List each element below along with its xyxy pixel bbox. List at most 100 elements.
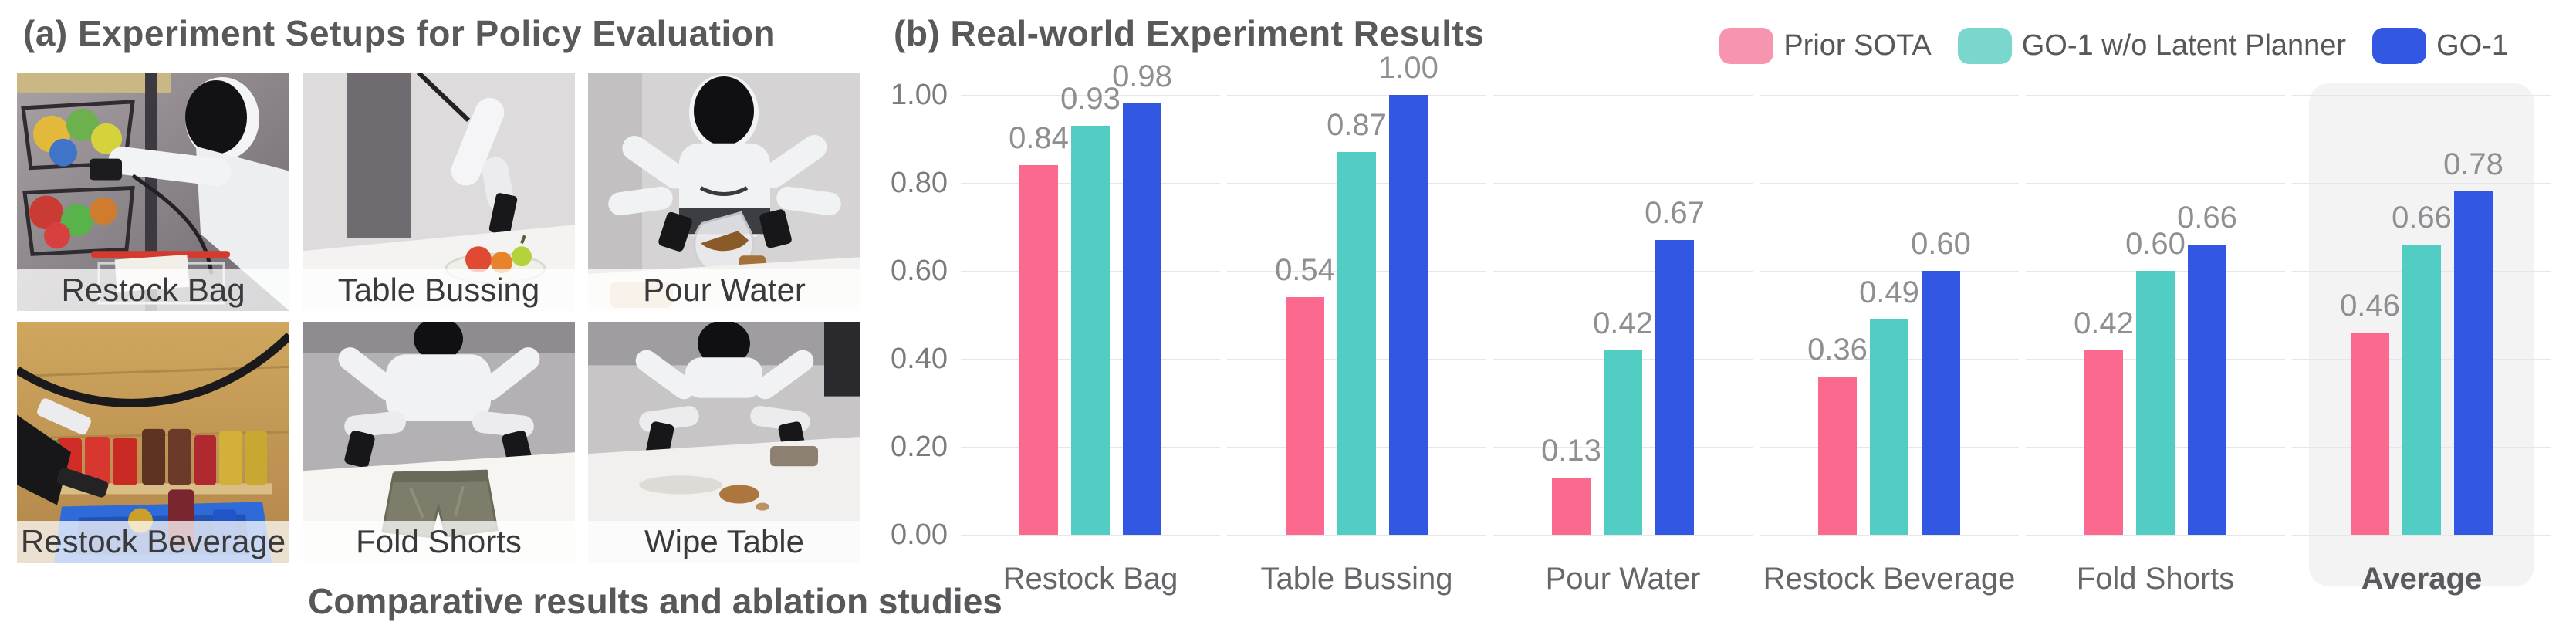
gridline — [2026, 183, 2285, 184]
bar-value-label: 0.67 — [1645, 196, 1705, 231]
bar-prior-sota-pour-water — [1552, 477, 1591, 535]
legend-item-go1-wo-latent-planner: GO-1 w/o Latent Planner — [1957, 28, 2347, 64]
chart-panel-restock-beverage: 0.36 0.49 0.60 Restock Beverage — [1760, 95, 2019, 596]
gridline — [1760, 95, 2019, 96]
bar-go-1-restock-bag — [1123, 103, 1161, 535]
gridline — [961, 535, 1220, 536]
bar-chart: 0.84 0.93 0.98 Restock Bag 0.54 0.87 1.00 Table… — [961, 51, 2551, 596]
legend-label: GO-1 — [2436, 29, 2508, 62]
bar-value-label: 0.46 — [2340, 288, 2400, 323]
y-tick-label: 0.60 — [891, 255, 948, 287]
chart-panel-table-bussing: 0.54 0.87 1.00 Table Bussing — [1227, 51, 1486, 596]
bar-go-1-w-o-latent-planner-fold-shorts — [2136, 271, 2175, 535]
bar-prior-sota-restock-beverage — [1818, 376, 1857, 535]
bar-go-1-restock-beverage — [1922, 271, 1960, 535]
bar-go-1-table-bussing — [1389, 95, 1428, 535]
bar-go-1-fold-shorts — [2188, 244, 2226, 535]
bar-value-label: 0.42 — [2074, 306, 2134, 340]
photo-wipe-table: Wipe Table — [588, 322, 860, 563]
bar-value-label: 0.42 — [1593, 306, 1653, 340]
gridline — [1760, 271, 2019, 272]
photo-table-bussing: Table Bussing — [303, 73, 575, 311]
y-axis: 1.00 0.80 0.60 0.40 0.20 0.00 — [833, 79, 948, 550]
robot-arm — [451, 97, 518, 235]
gridline — [2292, 535, 2551, 536]
bar-value-label: 0.87 — [1327, 108, 1387, 143]
photo-restock-beverage: Restock Beverage — [17, 322, 289, 563]
bar-value-label: 0.54 — [1275, 253, 1335, 288]
gridline — [2026, 535, 2285, 536]
gridline — [1227, 95, 1486, 96]
restock-bag-scene — [17, 73, 289, 311]
bar-value-label: 0.60 — [1911, 227, 1971, 261]
bar-go-1-w-o-latent-planner-average — [2402, 244, 2441, 535]
panel-a-title: (a) Experiment Setups for Policy Evaluat… — [23, 13, 776, 53]
bar-go-1-w-o-latent-planner-restock-bag — [1071, 125, 1110, 535]
photo-restock-bag: Restock Bag — [17, 73, 289, 311]
gridline — [1760, 535, 2019, 536]
chart-panel-average: 0.46 0.66 0.78 Average — [2292, 83, 2551, 596]
category-label-table-bussing: Table Bussing — [1260, 562, 1453, 596]
chart-panel-restock-bag: 0.84 0.93 0.98 Restock Bag — [961, 59, 1220, 596]
bar-go-1-w-o-latent-planner-pour-water — [1604, 350, 1642, 535]
category-label-fold-shorts: Fold Shorts — [2076, 562, 2235, 596]
category-label-pour-water: Pour Water — [1545, 562, 1701, 596]
bar-value-label: 0.93 — [1060, 81, 1121, 116]
bar-value-label: 0.13 — [1541, 433, 1601, 468]
y-tick-label: 1.00 — [891, 79, 948, 111]
photo-label: Table Bussing — [303, 269, 575, 311]
y-tick-label: 0.20 — [891, 431, 948, 463]
photo-label: Restock Bag — [17, 269, 289, 311]
bar-value-label: 0.84 — [1009, 121, 1069, 156]
panel-b-title: (b) Real-world Experiment Results — [894, 13, 1485, 53]
prior-sota-swatch — [1719, 28, 1774, 64]
gridline — [1493, 271, 1753, 272]
gridline — [1493, 95, 1753, 96]
bar-value-label: 0.66 — [2392, 200, 2452, 235]
photo-pour-water: Pour Water — [588, 73, 860, 311]
chart-panel-pour-water: 0.13 0.42 0.67 Pour Water — [1493, 95, 1753, 596]
figure-caption: Comparative results and ablation studies — [308, 581, 1002, 621]
photo-label: Fold Shorts — [303, 521, 575, 563]
bar-value-label: 0.78 — [2443, 147, 2503, 182]
category-label-restock-beverage: Restock Beverage — [1763, 562, 2016, 596]
y-tick-label: 0.80 — [891, 167, 948, 199]
bar-value-label: 1.00 — [1378, 51, 1438, 85]
gridline — [2292, 183, 2551, 184]
gridline — [2026, 95, 2285, 96]
bar-prior-sota-fold-shorts — [2084, 350, 2123, 535]
bar-go-1-w-o-latent-planner-restock-beverage — [1870, 319, 1908, 535]
photo-label: Wipe Table — [588, 521, 860, 563]
bar-value-label: 0.66 — [2177, 200, 2237, 235]
bar-value-label: 0.36 — [1807, 332, 1868, 367]
gridline — [1493, 183, 1753, 184]
chart-panel-fold-shorts: 0.42 0.60 0.66 Fold Shorts — [2026, 95, 2285, 596]
go1-swatch — [2372, 28, 2427, 64]
gridline — [1493, 535, 1753, 536]
gridline — [1227, 535, 1486, 536]
bar-prior-sota-restock-bag — [1019, 165, 1058, 535]
legend-item-prior-sota: Prior SOTA — [1719, 28, 1932, 64]
photo-label: Pour Water — [588, 269, 860, 311]
legend-item-go1: GO-1 — [2372, 28, 2508, 64]
experiment-setups-grid: Restock Bag Table Bussing — [17, 73, 860, 563]
y-tick-label: 0.40 — [891, 343, 948, 375]
go1-wo-latent-planner-swatch — [1957, 28, 2012, 64]
bar-value-label: 0.49 — [1859, 275, 1919, 309]
bar-value-label: 0.98 — [1112, 59, 1172, 94]
bar-prior-sota-average — [2351, 332, 2389, 535]
gridline — [1760, 183, 2019, 184]
gridline — [961, 95, 1220, 96]
bar-prior-sota-table-bussing — [1286, 297, 1324, 535]
bar-go-1-w-o-latent-planner-table-bussing — [1337, 152, 1376, 535]
category-label-average: Average — [2361, 562, 2483, 596]
category-label-restock-bag: Restock Bag — [1002, 562, 1178, 596]
legend-label: Prior SOTA — [1783, 29, 1932, 62]
robot — [608, 73, 841, 252]
bar-go-1-average — [2454, 191, 2493, 535]
photo-fold-shorts: Fold Shorts — [303, 322, 575, 563]
gridline — [2292, 95, 2551, 96]
robot-gripper — [17, 398, 109, 505]
photo-label: Restock Beverage — [17, 521, 289, 563]
legend-label: GO-1 w/o Latent Planner — [2021, 29, 2347, 62]
